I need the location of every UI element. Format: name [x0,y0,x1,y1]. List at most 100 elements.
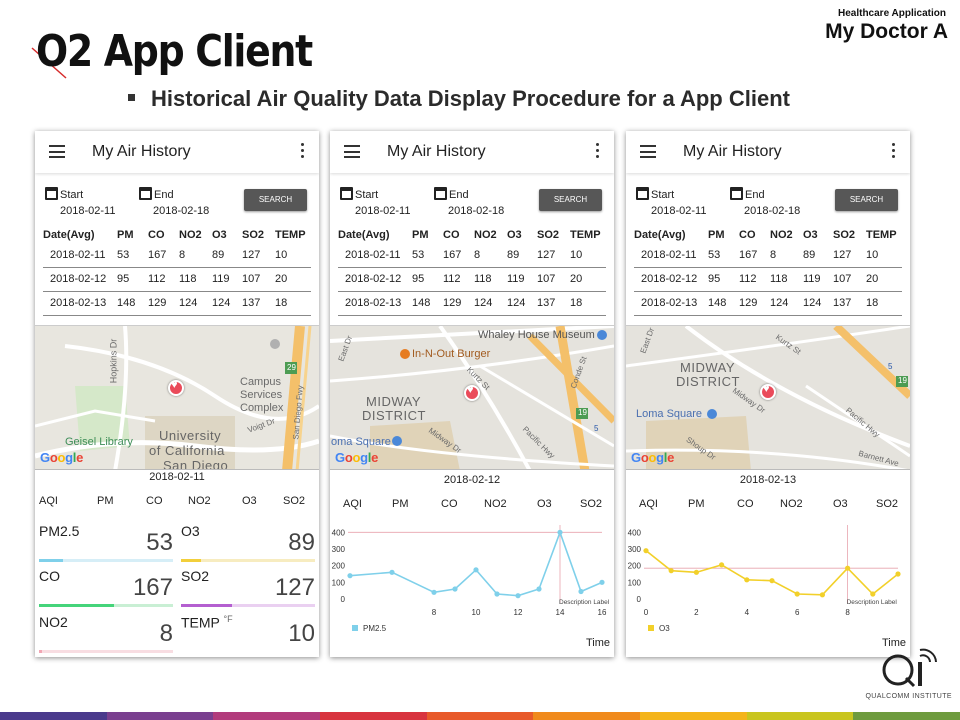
overflow-menu-icon[interactable] [596,143,600,159]
search-button[interactable]: SEARCH [835,189,898,211]
col-date: Date(Avg) [338,229,390,241]
end-date-value[interactable]: 2018-02-18 [448,205,505,217]
app-title: My Air History [92,143,191,160]
map-label: Services [240,389,283,401]
legend-label: PM2.5 [363,624,387,633]
map-label: Complex [240,402,284,414]
cell: 8 [770,249,777,261]
col-pm: PM [708,229,725,241]
stripe-segment [640,712,747,720]
cell: 112 [443,273,461,285]
cell: 129 [443,297,462,309]
end-label: End [745,189,765,201]
data-point [473,567,479,573]
data-point [452,586,458,592]
cell: 112 [148,273,166,285]
search-button[interactable]: SEARCH [539,189,602,211]
interstate-shield: 5 [888,362,893,371]
map-view[interactable]: Whaley House Museum In-N-Out Burger MIDW… [330,325,614,470]
tab-pm[interactable]: PM [97,495,114,507]
hamburger-menu-icon[interactable] [344,145,360,158]
tab-co[interactable]: CO [737,498,754,510]
table-header-row: Date(Avg) PM CO NO2 O3 SO2 TEMP [338,226,606,244]
cell: 10 [275,249,288,261]
tab-aqi[interactable]: AQI [343,498,362,510]
tab-co[interactable]: CO [441,498,458,510]
metric-value: 10 [288,620,315,647]
location-marker-icon[interactable] [464,384,480,401]
metric-bar-track [39,559,173,562]
o3-line-chart[interactable]: 0 100 200 300 400 0 2 4 6 8 Description Label O3 Tim… [626,519,910,657]
tab-pm[interactable]: PM [392,498,409,510]
history-table: Date(Avg) PM CO NO2 O3 SO2 TEMP 2018-02-… [338,226,606,316]
tab-no2[interactable]: NO2 [780,498,803,510]
title-slash-decoration [31,47,67,79]
start-date-picker[interactable]: Start [45,187,83,201]
tab-so2[interactable]: SO2 [876,498,899,510]
search-button[interactable]: SEARCH [244,189,307,211]
data-point [515,593,521,599]
start-date-picker[interactable]: Start [340,187,378,201]
table-row[interactable]: 2018-02-13 148 129 124 124 137 18 [43,292,311,316]
table-row[interactable]: 2018-02-12 95 112 118 119 107 20 [634,268,902,292]
map-roads [35,326,319,469]
map-label: of California [149,443,225,458]
location-marker-icon[interactable] [760,383,776,400]
table-row[interactable]: 2018-02-12 95 112 118 119 107 20 [338,268,606,292]
stripe-segment [320,712,427,720]
tab-no2[interactable]: NO2 [188,495,211,507]
hamburger-menu-icon[interactable] [49,145,65,158]
y-tick-label: 300 [332,545,346,554]
location-marker-icon[interactable] [168,379,184,396]
end-date-picker[interactable]: End [730,187,765,201]
tab-o3[interactable]: O3 [833,498,848,510]
cell: 20 [866,273,879,285]
start-date-picker[interactable]: Start [636,187,674,201]
hamburger-menu-icon[interactable] [640,145,656,158]
cell: 127 [833,249,852,261]
tab-so2[interactable]: SO2 [283,495,306,507]
tab-aqi[interactable]: AQI [639,498,658,510]
pm25-line-chart[interactable]: 0 100 200 300 400 8 10 12 14 16 Description Label P… [330,519,614,657]
table-row[interactable]: 2018-02-13 148 129 124 124 137 18 [338,292,606,316]
end-date-picker[interactable]: End [139,187,174,201]
description-label: Description Label [559,599,610,606]
cell: 2018-02-13 [345,297,402,309]
table-row[interactable]: 2018-02-12 95 112 118 119 107 20 [43,268,311,292]
overflow-menu-icon[interactable] [301,143,305,159]
end-date-picker[interactable]: End [434,187,469,201]
table-header-row: Date(Avg) PM CO NO2 O3 SO2 TEMP [43,226,311,244]
x-tick-label: 12 [514,608,523,617]
end-date-value[interactable]: 2018-02-18 [744,205,801,217]
cell: 10 [570,249,583,261]
tab-o3[interactable]: O3 [242,495,257,507]
map-view[interactable]: Hopkins Dr 29 Campus Services Complex Vo… [35,325,319,470]
google-logo: Google [631,450,675,465]
tab-so2[interactable]: SO2 [580,498,603,510]
start-date-value[interactable]: 2018-02-11 [651,205,707,217]
y-tick-label: 400 [332,528,346,537]
qualcomm-institute-caption: QUALCOMM INSTITUTE [865,693,952,700]
start-date-value[interactable]: 2018-02-11 [60,205,116,217]
tab-o3[interactable]: O3 [537,498,552,510]
col-so2: SO2 [833,229,856,241]
cell: 95 [117,273,130,285]
tab-no2[interactable]: NO2 [484,498,507,510]
table-row[interactable]: 2018-02-11 53 167 8 89 127 10 [634,244,902,268]
selected-date: 2018-02-11 [149,471,205,483]
map-view[interactable]: East Dr Kurtz St MIDWAY DISTRICT Loma Sq… [626,325,910,470]
tab-aqi[interactable]: AQI [39,495,58,507]
cell: 89 [507,249,520,261]
tab-pm[interactable]: PM [688,498,705,510]
cell: 2018-02-11 [50,249,106,261]
tab-co[interactable]: CO [146,495,163,507]
end-date-value[interactable]: 2018-02-18 [153,205,210,217]
table-row[interactable]: 2018-02-13 148 129 124 124 137 18 [634,292,902,316]
table-row[interactable]: 2018-02-11 53 167 8 89 127 10 [43,244,311,268]
overflow-menu-icon[interactable] [892,143,896,159]
metric-name-text: TEMP [181,614,220,631]
cell: 112 [739,273,757,285]
start-date-value[interactable]: 2018-02-11 [355,205,411,217]
table-row[interactable]: 2018-02-11 53 167 8 89 127 10 [338,244,606,268]
cell: 124 [803,297,822,309]
